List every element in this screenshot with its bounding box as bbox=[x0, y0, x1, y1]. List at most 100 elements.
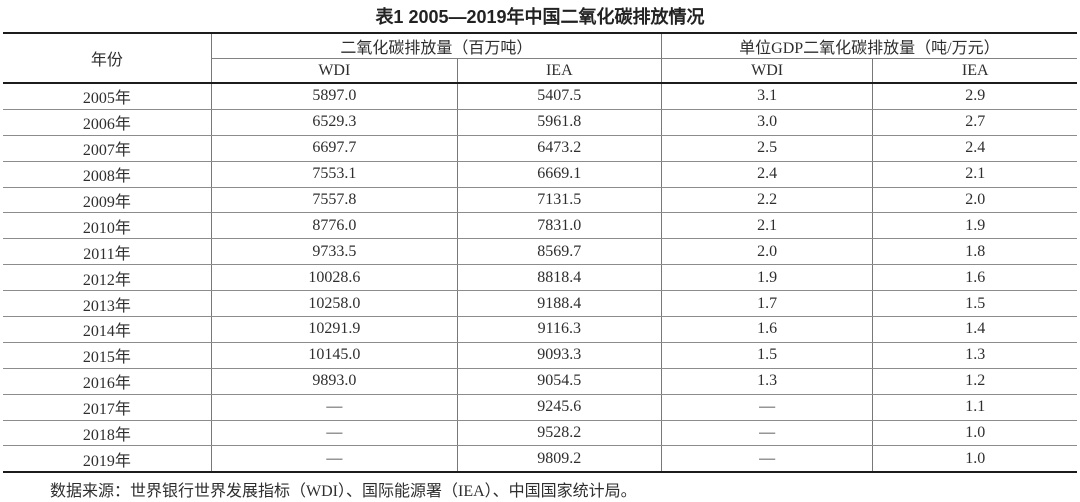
value-cell: 10028.6 bbox=[210, 264, 458, 292]
value-cell: 1.9 bbox=[872, 212, 1077, 240]
year-cell: 2014年 bbox=[3, 316, 212, 343]
value-cell: 6473.2 bbox=[456, 135, 662, 162]
value-cell: 5407.5 bbox=[456, 83, 662, 110]
year-cell: 2011年 bbox=[3, 238, 212, 266]
value-cell: 6697.7 bbox=[210, 135, 458, 162]
value-cell: 9093.3 bbox=[456, 342, 662, 369]
value-cell: 9809.2 bbox=[456, 445, 662, 473]
value-cell: 1.4 bbox=[872, 316, 1077, 343]
value-cell: 1.5 bbox=[872, 290, 1077, 318]
value-cell: — bbox=[660, 394, 873, 421]
source-note: 数据来源：世界银行世界发展指标（WDI）、国际能源署（IEA）、中国国家统计局。 bbox=[50, 483, 637, 501]
table-row: 2007年 6697.7 6473.2 2.5 2.4 bbox=[3, 135, 1077, 162]
value-cell: 1.1 bbox=[872, 394, 1077, 421]
value-cell: 6669.1 bbox=[456, 161, 662, 188]
table-row: 2017年 —9245.6—1.1 bbox=[3, 394, 1077, 421]
value-cell: 1.6 bbox=[660, 316, 873, 343]
table-row: 2006年 6529.3 5961.8 3.0 2.7 bbox=[3, 109, 1077, 136]
emissions-table: 年份 二氧化碳排放量（百万吨） 单位GDP二氧化碳排放量（吨/万元） WDI I… bbox=[3, 32, 1077, 474]
table-row: 2013年 10258.0 9188.4 1.7 1.5 bbox=[3, 290, 1077, 318]
header-group-emissions: 二氧化碳排放量（百万吨） bbox=[210, 33, 662, 59]
value-cell: 3.0 bbox=[660, 109, 873, 136]
year-cell: 2005年 bbox=[3, 83, 212, 110]
table-row: 2015年 10145.0 9093.3 1.5 1.3 bbox=[3, 342, 1077, 369]
value-cell: 1.5 bbox=[660, 342, 873, 369]
value-cell: 7831.0 bbox=[456, 212, 662, 240]
header-sub-row: WDI IEA WDI IEA bbox=[3, 58, 1077, 83]
value-cell: 1.2 bbox=[872, 368, 1077, 395]
value-cell: 5897.0 bbox=[210, 83, 458, 110]
header-group-intensity: 单位GDP二氧化碳排放量（吨/万元） bbox=[660, 33, 1077, 59]
value-cell: 1.3 bbox=[872, 342, 1077, 369]
year-cell: 2018年 bbox=[3, 420, 212, 447]
value-cell: 1.7 bbox=[660, 290, 873, 318]
table-row: 2005年 5897.0 5407.5 3.1 2.9 bbox=[3, 83, 1077, 110]
value-cell: 2.5 bbox=[660, 135, 873, 162]
value-cell: 6529.3 bbox=[210, 109, 458, 136]
value-cell: 1.0 bbox=[872, 445, 1077, 473]
header-year: 年份 bbox=[90, 52, 123, 69]
value-cell: 9733.5 bbox=[210, 238, 458, 266]
value-cell: 7553.1 bbox=[210, 161, 458, 188]
table-row: 2011年 9733.5 8569.7 2.0 1.8 bbox=[3, 238, 1077, 266]
value-cell: 2.0 bbox=[872, 187, 1077, 214]
year-cell: 2007年 bbox=[3, 135, 212, 162]
year-cell: 2019年 bbox=[3, 445, 212, 473]
value-cell: 9245.6 bbox=[456, 394, 662, 421]
year-cell: 2015年 bbox=[3, 342, 212, 369]
value-cell: 1.3 bbox=[660, 368, 873, 395]
value-cell: — bbox=[660, 445, 873, 473]
value-cell: — bbox=[210, 445, 458, 473]
value-cell: 10258.0 bbox=[210, 290, 458, 318]
value-cell: 8818.4 bbox=[456, 264, 662, 292]
value-cell: 3.1 bbox=[660, 83, 873, 110]
value-cell: 2.4 bbox=[872, 135, 1077, 162]
value-cell: 9528.2 bbox=[456, 420, 662, 447]
table-header: 年份 二氧化碳排放量（百万吨） 单位GDP二氧化碳排放量（吨/万元） WDI I… bbox=[3, 33, 1077, 83]
header-sub-intensity-wdi: WDI bbox=[660, 58, 873, 83]
value-cell: 1.8 bbox=[872, 238, 1077, 266]
value-cell: 2.2 bbox=[660, 187, 873, 214]
value-cell: 1.6 bbox=[872, 264, 1077, 292]
header-sub-emissions-wdi: WDI bbox=[210, 58, 458, 83]
value-cell: 9054.5 bbox=[456, 368, 662, 395]
value-cell: — bbox=[660, 420, 873, 447]
year-cell: 2010年 bbox=[3, 212, 212, 240]
header-group-row: 年份 二氧化碳排放量（百万吨） 单位GDP二氧化碳排放量（吨/万元） bbox=[3, 33, 1077, 69]
value-cell: — bbox=[210, 394, 458, 421]
table-row: 2014年 10291.9 9116.3 1.6 1.4 bbox=[3, 316, 1077, 343]
value-cell: 1.9 bbox=[660, 264, 873, 292]
value-cell: 8569.7 bbox=[456, 238, 662, 266]
value-cell: 9188.4 bbox=[456, 290, 662, 318]
table-row: 2018年 —9528.2—1.0 bbox=[3, 420, 1077, 447]
year-cell: 2017年 bbox=[3, 394, 212, 421]
value-cell: 2.1 bbox=[660, 212, 873, 240]
year-cell: 2008年 bbox=[3, 161, 212, 188]
value-cell: 2.7 bbox=[872, 109, 1077, 136]
year-cell: 2006年 bbox=[3, 109, 212, 136]
table-row: 2009年 7557.8 7131.5 2.2 2.0 bbox=[3, 187, 1077, 214]
table-row: 2008年 7553.1 6669.1 2.4 2.1 bbox=[3, 161, 1077, 188]
table-row: 2019年 —9809.2—1.0 bbox=[3, 445, 1077, 473]
value-cell: 10145.0 bbox=[210, 342, 458, 369]
value-cell: 5961.8 bbox=[456, 109, 662, 136]
header-sub-intensity-iea: IEA bbox=[872, 58, 1077, 83]
value-cell: 10291.9 bbox=[210, 316, 458, 343]
value-cell: 8776.0 bbox=[210, 212, 458, 240]
table-row: 2016年 9893.0 9054.5 1.3 1.2 bbox=[3, 368, 1077, 395]
value-cell: — bbox=[210, 420, 458, 447]
year-cell: 2013年 bbox=[3, 290, 212, 318]
value-cell: 1.0 bbox=[872, 420, 1077, 447]
value-cell: 7557.8 bbox=[210, 187, 458, 214]
table-title: 表1 2005—2019年中国二氧化碳排放情况 bbox=[375, 7, 705, 27]
value-cell: 7131.5 bbox=[456, 187, 662, 214]
table-row: 2010年 8776.0 7831.0 2.1 1.9 bbox=[3, 212, 1077, 240]
value-cell: 9116.3 bbox=[456, 316, 662, 343]
header-sub-emissions-iea: IEA bbox=[456, 58, 662, 83]
value-cell: 9893.0 bbox=[210, 368, 458, 395]
table-body: 2005年 5897.0 5407.5 3.1 2.9 2006年 6529.3 5961.… bbox=[3, 83, 1077, 473]
value-cell: 2.0 bbox=[660, 238, 873, 266]
year-cell: 2016年 bbox=[3, 368, 212, 395]
year-cell: 2009年 bbox=[3, 187, 212, 214]
